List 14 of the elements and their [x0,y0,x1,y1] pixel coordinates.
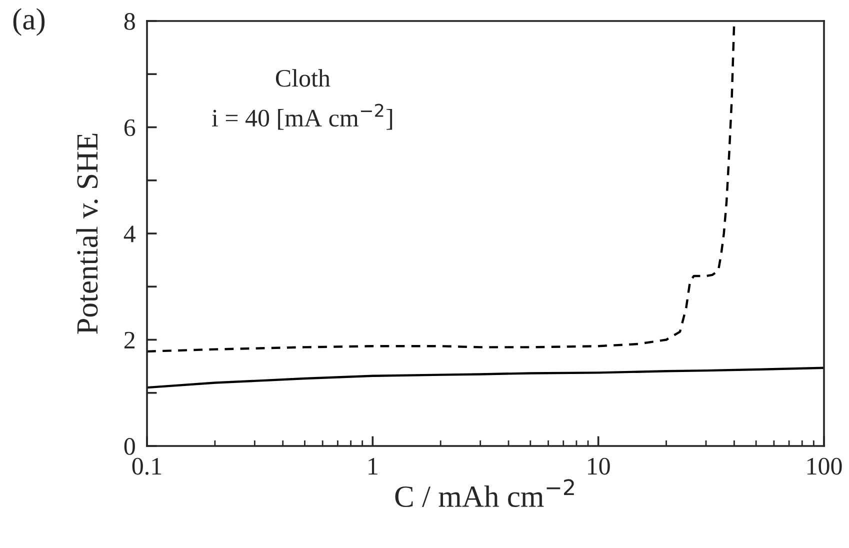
y-tick-label: 6 [124,119,136,136]
y-tick-label: 4 [124,226,136,242]
y-tick-label: 2 [124,332,135,348]
chart-title: (a) [13,8,45,36]
annotation: i = 40 [mA cm$^{−2}$] [212,104,392,130]
y-axis-title: Potential v. SHE [76,134,98,334]
x-tick-label: 10 [588,458,610,475]
y-tick-label: 8 [124,13,135,30]
y-tick-label: 0 [124,438,135,455]
x-tick-label: 1 [368,458,378,474]
x-axis-title: C / mAh cm$^{−2}$ [395,479,574,508]
x-tick-label: 100 [807,458,842,475]
annotation: Cloth [276,69,330,87]
x-tick-label: 0.1 [132,458,162,475]
